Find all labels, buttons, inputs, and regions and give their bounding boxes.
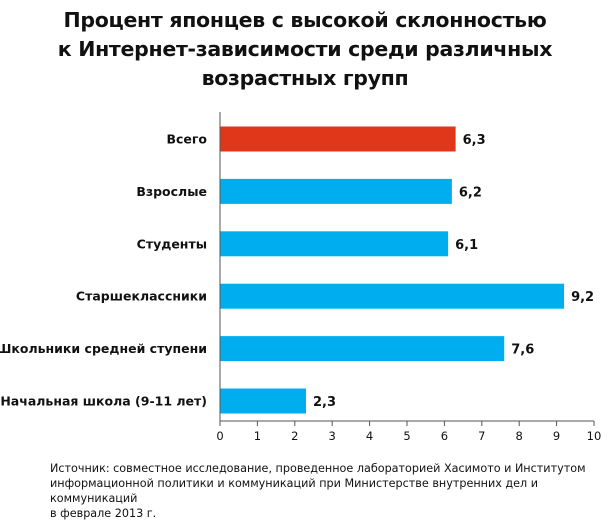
bar [220,126,456,152]
category-label: Взрослые [136,184,207,199]
category-label: Всего [166,132,207,147]
category-label: Старшеклассники [76,289,207,304]
source-line-2: информационной политики и коммуникаций п… [50,477,539,505]
value-label: 9,2 [571,290,594,305]
bar [220,336,505,362]
x-tick-label: 0 [216,429,223,443]
x-tick-label: 3 [329,429,336,443]
value-label: 2,3 [313,395,336,410]
category-label: Начальная школа (9-11 лет) [0,394,207,409]
x-tick-label: 2 [291,429,298,443]
source-note: Источник: совместное исследование, прове… [50,461,600,521]
chart-title: Процент японцев с высокой склонностью к … [0,6,610,93]
x-tick-label: 1 [254,429,261,443]
source-line-3: в феврале 2013 г. [50,507,157,520]
bars-group [220,126,565,414]
bar [220,283,565,309]
value-label: 7,6 [511,343,534,358]
category-label: Студенты [137,236,207,251]
value-label: 6,3 [463,133,486,148]
x-tick-label: 10 [587,429,602,443]
x-tick-label: 9 [553,429,560,443]
x-tick-label: 4 [366,429,373,443]
value-label: 6,2 [459,185,482,200]
x-tick-label: 6 [441,429,448,443]
x-tick-label: 8 [516,429,523,443]
chart-title-line-3: возрастных групп [201,66,409,90]
x-tick-label: 7 [478,429,485,443]
chart-title-line-1: Процент японцев с высокой склонностью [63,8,547,32]
bar [220,388,307,414]
x-axis: 0 1 2 3 4 5 6 7 8 9 10 [216,112,601,443]
bar [220,178,452,204]
value-label: 6,1 [455,238,478,253]
chart-title-line-2: к Интернет-зависимости среди различных [57,37,553,61]
x-tick-label: 5 [403,429,410,443]
bar [220,231,449,257]
source-line-1: Источник: совместное исследование, прове… [50,462,586,475]
labels-group: Всего 6,3 Взрослые 6,2 Студенты 6,1 Старшеклас… [0,132,594,411]
category-label: Школьники средней ступени [0,341,207,356]
